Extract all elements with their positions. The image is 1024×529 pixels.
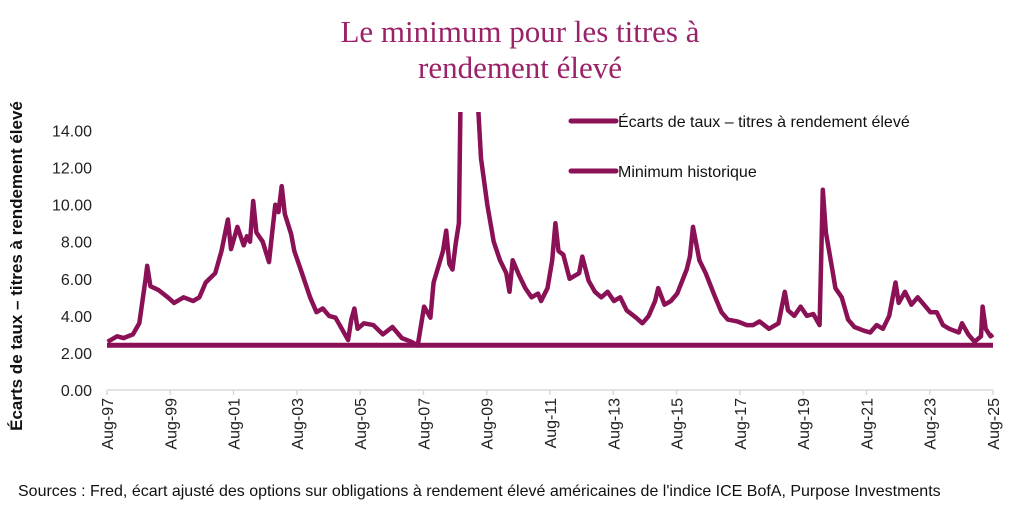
x-tick-label: Aug-99 bbox=[163, 398, 180, 450]
spread-series-line bbox=[106, 112, 995, 348]
x-tick-label: Aug-21 bbox=[859, 398, 876, 450]
y-tick-label: 14.00 bbox=[52, 124, 92, 141]
x-tick-label: Aug-15 bbox=[670, 398, 687, 450]
x-tick-label: Aug-11 bbox=[543, 398, 560, 449]
x-tick-label: Aug-07 bbox=[416, 398, 433, 450]
x-tick-label: Aug-03 bbox=[290, 398, 307, 450]
y-tick-label: 6.00 bbox=[61, 272, 92, 289]
x-tick-label: Aug-17 bbox=[733, 398, 750, 450]
y-tick-label: 8.00 bbox=[61, 235, 92, 252]
source-note: Sources : Fred, écart ajusté des options… bbox=[18, 483, 941, 500]
y-tick-label: 4.00 bbox=[61, 309, 92, 326]
x-tick-label: Aug-25 bbox=[986, 398, 1003, 450]
x-tick-label: Aug-19 bbox=[796, 398, 813, 450]
chart-title: Le minimum pour les titres à rendement é… bbox=[0, 14, 1024, 86]
legend-label-minimum: Minimum historique bbox=[618, 164, 757, 181]
x-tick-label: Aug-13 bbox=[606, 398, 623, 450]
chart-title-line-1: Le minimum pour les titres à bbox=[340, 14, 700, 49]
x-tick-label: Aug-09 bbox=[480, 398, 497, 450]
y-tick-label: 12.00 bbox=[52, 161, 92, 178]
legend-label-spread: Écarts de taux – titres à rendement élev… bbox=[618, 112, 910, 131]
chart-title-line-2: rendement élevé bbox=[418, 50, 622, 85]
x-tick-label: Aug-23 bbox=[923, 398, 940, 450]
x-tick-label: Aug-05 bbox=[353, 398, 370, 450]
x-tick-label: Aug-97 bbox=[100, 398, 117, 450]
x-tick-label: Aug-01 bbox=[227, 398, 244, 450]
y-tick-label: 2.00 bbox=[61, 346, 92, 363]
legend: Écarts de taux – titres à rendement élev… bbox=[568, 112, 910, 181]
y-tick-label: 10.00 bbox=[52, 198, 92, 215]
y-tick-label: 0.00 bbox=[61, 383, 92, 400]
